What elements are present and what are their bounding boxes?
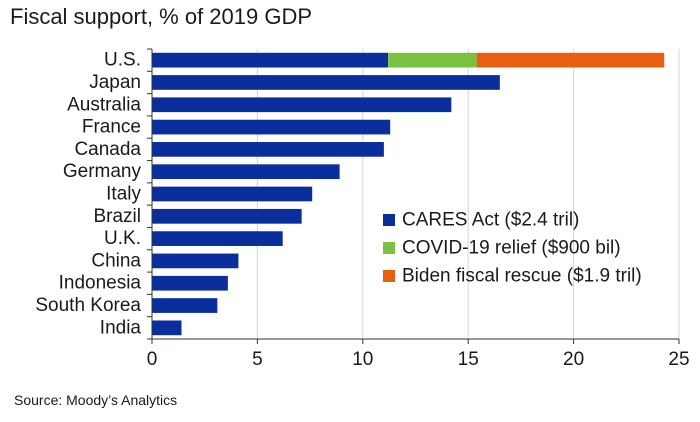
category-label-france: France xyxy=(82,117,141,138)
legend-swatch-1 xyxy=(383,214,395,226)
axes xyxy=(147,48,680,344)
bar-france-series-1 xyxy=(152,119,391,135)
bar-u-s-series-2 xyxy=(388,52,477,68)
bar-u-s-series-3 xyxy=(476,52,665,68)
bar-germany-series-1 xyxy=(152,164,340,180)
legend: CARES Act ($2.4 tril) COVID-19 relief ($9… xyxy=(383,210,642,287)
category-label-u-k: U.K. xyxy=(104,228,141,249)
x-tick-label-10: 10 xyxy=(352,349,373,370)
legend-label-3: Biden fiscal rescue ($1.9 tril) xyxy=(402,266,642,287)
category-label-india: India xyxy=(100,317,142,338)
x-tick-label-5: 5 xyxy=(252,349,263,370)
x-tick-label-0: 0 xyxy=(147,349,158,370)
category-label-canada: Canada xyxy=(74,139,141,160)
bar-australia-series-1 xyxy=(152,97,452,113)
bar-japan-series-1 xyxy=(152,75,500,90)
category-label-australia: Australia xyxy=(67,94,141,115)
bar-india-series-1 xyxy=(152,320,182,336)
category-label-germany: Germany xyxy=(63,161,142,182)
bar-u-k-series-1 xyxy=(152,231,283,246)
chart-title: Fiscal support, % of 2019 GDP xyxy=(10,4,313,29)
category-label-japan: Japan xyxy=(89,72,141,93)
gridlines xyxy=(256,49,680,339)
legend-swatch-3 xyxy=(383,270,395,282)
category-label-italy: Italy xyxy=(106,184,141,205)
legend-label-1: CARES Act ($2.4 tril) xyxy=(402,210,579,231)
x-tick-label-20: 20 xyxy=(563,349,584,370)
source-note: Source: Moody’s Analytics xyxy=(14,392,178,408)
bar-u-s-series-1 xyxy=(152,52,389,68)
bar-indonesia-series-1 xyxy=(152,275,228,291)
category-label-indonesia: Indonesia xyxy=(59,273,142,294)
x-tick-label-15: 15 xyxy=(458,349,479,370)
category-label-u-s: U.S. xyxy=(104,50,141,71)
tick-labels: 0 5 10 15 20 25 xyxy=(147,349,690,370)
bar-china-series-1 xyxy=(152,253,239,269)
legend-label-2: COVID-19 relief ($900 bil) xyxy=(402,238,621,259)
bar-italy-series-1 xyxy=(152,186,313,202)
category-labels: U.S.JapanAustraliaFranceCanadaGermanyIta… xyxy=(35,50,141,339)
bar-south-korea-series-1 xyxy=(152,298,218,313)
bar-canada-series-1 xyxy=(152,142,384,157)
category-label-south-korea: South Korea xyxy=(35,295,141,316)
category-label-brazil: Brazil xyxy=(93,206,141,227)
bars xyxy=(152,52,665,336)
bar-brazil-series-1 xyxy=(152,208,302,224)
category-label-china: China xyxy=(91,250,141,271)
x-tick-label-25: 25 xyxy=(668,349,689,370)
legend-swatch-2 xyxy=(383,242,395,254)
